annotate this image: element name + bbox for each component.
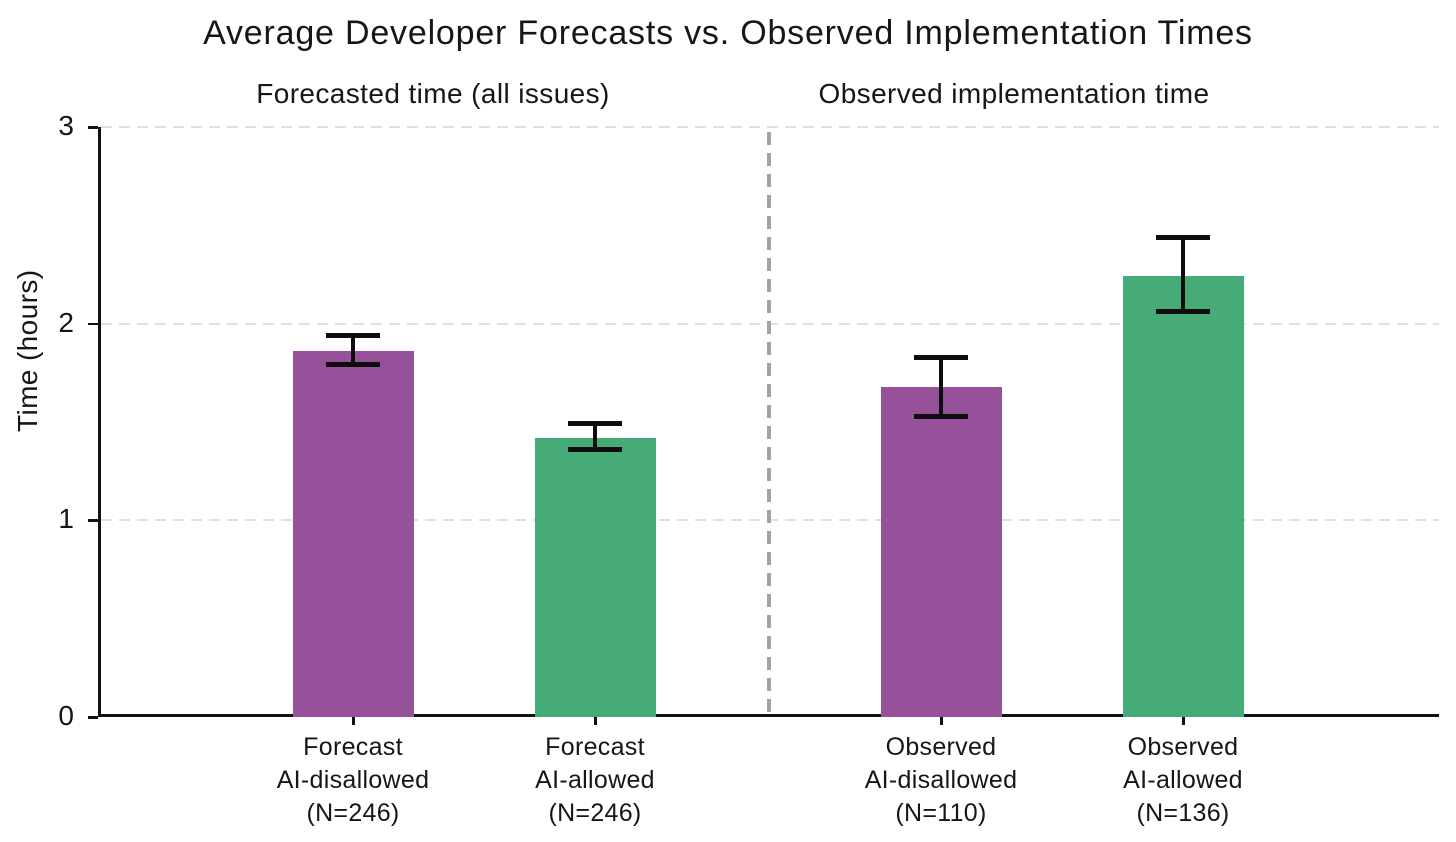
panel-title-forecast: Forecasted time (all issues) [256, 78, 610, 109]
x-tick-forecast-ai-disallowed [352, 717, 355, 725]
errorbar-cap-top-observed-ai-disallowed [914, 354, 968, 360]
y-tick-3 [88, 126, 98, 129]
x-label-forecast-ai-allowed: Forecast AI-allowed (N=246) [445, 731, 745, 830]
x-label-observed-ai-disallowed: Observed AI-disallowed (N=110) [791, 731, 1091, 830]
errorbar-observed-ai-disallowed [939, 357, 943, 417]
bar-forecast-ai-allowed [534, 437, 656, 717]
y-tick-label-3: 3 [58, 110, 74, 141]
errorbar-cap-top-observed-ai-allowed [1156, 234, 1210, 240]
y-tick-label-0: 0 [58, 700, 74, 731]
panel-divider [767, 132, 771, 714]
y-tick-2 [88, 322, 98, 326]
panel-title-observed: Observed implementation time [818, 78, 1210, 109]
errorbar-observed-ai-allowed [1181, 237, 1185, 312]
x-label-line: Forecast [545, 733, 645, 761]
x-label-line: AI-allowed [1123, 766, 1243, 794]
plot-area: 0 1 2 3 Forecast AI-disallowed (N=246) Forecast… [58, 110, 1439, 827]
x-label-line: (N=246) [306, 799, 400, 827]
x-label-line: AI-disallowed [864, 766, 1018, 794]
y-tick-label-1: 1 [58, 503, 74, 535]
x-label-line: AI-disallowed [276, 766, 430, 794]
errorbar-cap-bottom-forecast-ai-disallowed [326, 362, 380, 368]
errorbar-cap-top-forecast-ai-disallowed [326, 332, 380, 338]
gridline-y3 [101, 126, 1439, 128]
x-label-line: Observed [885, 733, 997, 761]
bar-forecast-ai-disallowed [292, 351, 414, 717]
errorbar-cap-bottom-forecast-ai-allowed [568, 447, 622, 453]
errorbar-cap-top-forecast-ai-allowed [568, 421, 622, 427]
y-tick-label-2: 2 [58, 306, 74, 338]
x-tick-observed-ai-disallowed [940, 717, 943, 725]
chart-title: Average Developer Forecasts vs. Observed… [203, 14, 1253, 52]
x-label-forecast-ai-disallowed: Forecast AI-disallowed (N=246) [203, 731, 503, 830]
x-label-line: (N=136) [1136, 799, 1230, 827]
y-axis-label: Time (hours) [12, 269, 43, 432]
x-label-line: (N=110) [895, 799, 987, 827]
x-tick-observed-ai-allowed [1182, 717, 1185, 725]
bar-observed-ai-disallowed [880, 386, 1002, 717]
x-tick-forecast-ai-allowed [594, 717, 597, 725]
x-label-line: AI-allowed [535, 766, 655, 794]
errorbar-cap-bottom-observed-ai-allowed [1156, 309, 1210, 315]
errorbar-forecast-ai-allowed [593, 423, 597, 450]
x-label-line: (N=246) [548, 799, 642, 827]
y-tick-0 [88, 716, 98, 719]
x-label-observed-ai-allowed: Observed AI-allowed (N=136) [1033, 731, 1333, 830]
errorbar-cap-bottom-observed-ai-disallowed [914, 413, 968, 419]
x-label-line: Observed [1127, 733, 1239, 761]
y-tick-1 [88, 519, 98, 522]
errorbar-forecast-ai-disallowed [351, 335, 355, 365]
x-label-line: Forecast [303, 733, 403, 761]
bar-observed-ai-allowed [1122, 276, 1244, 717]
